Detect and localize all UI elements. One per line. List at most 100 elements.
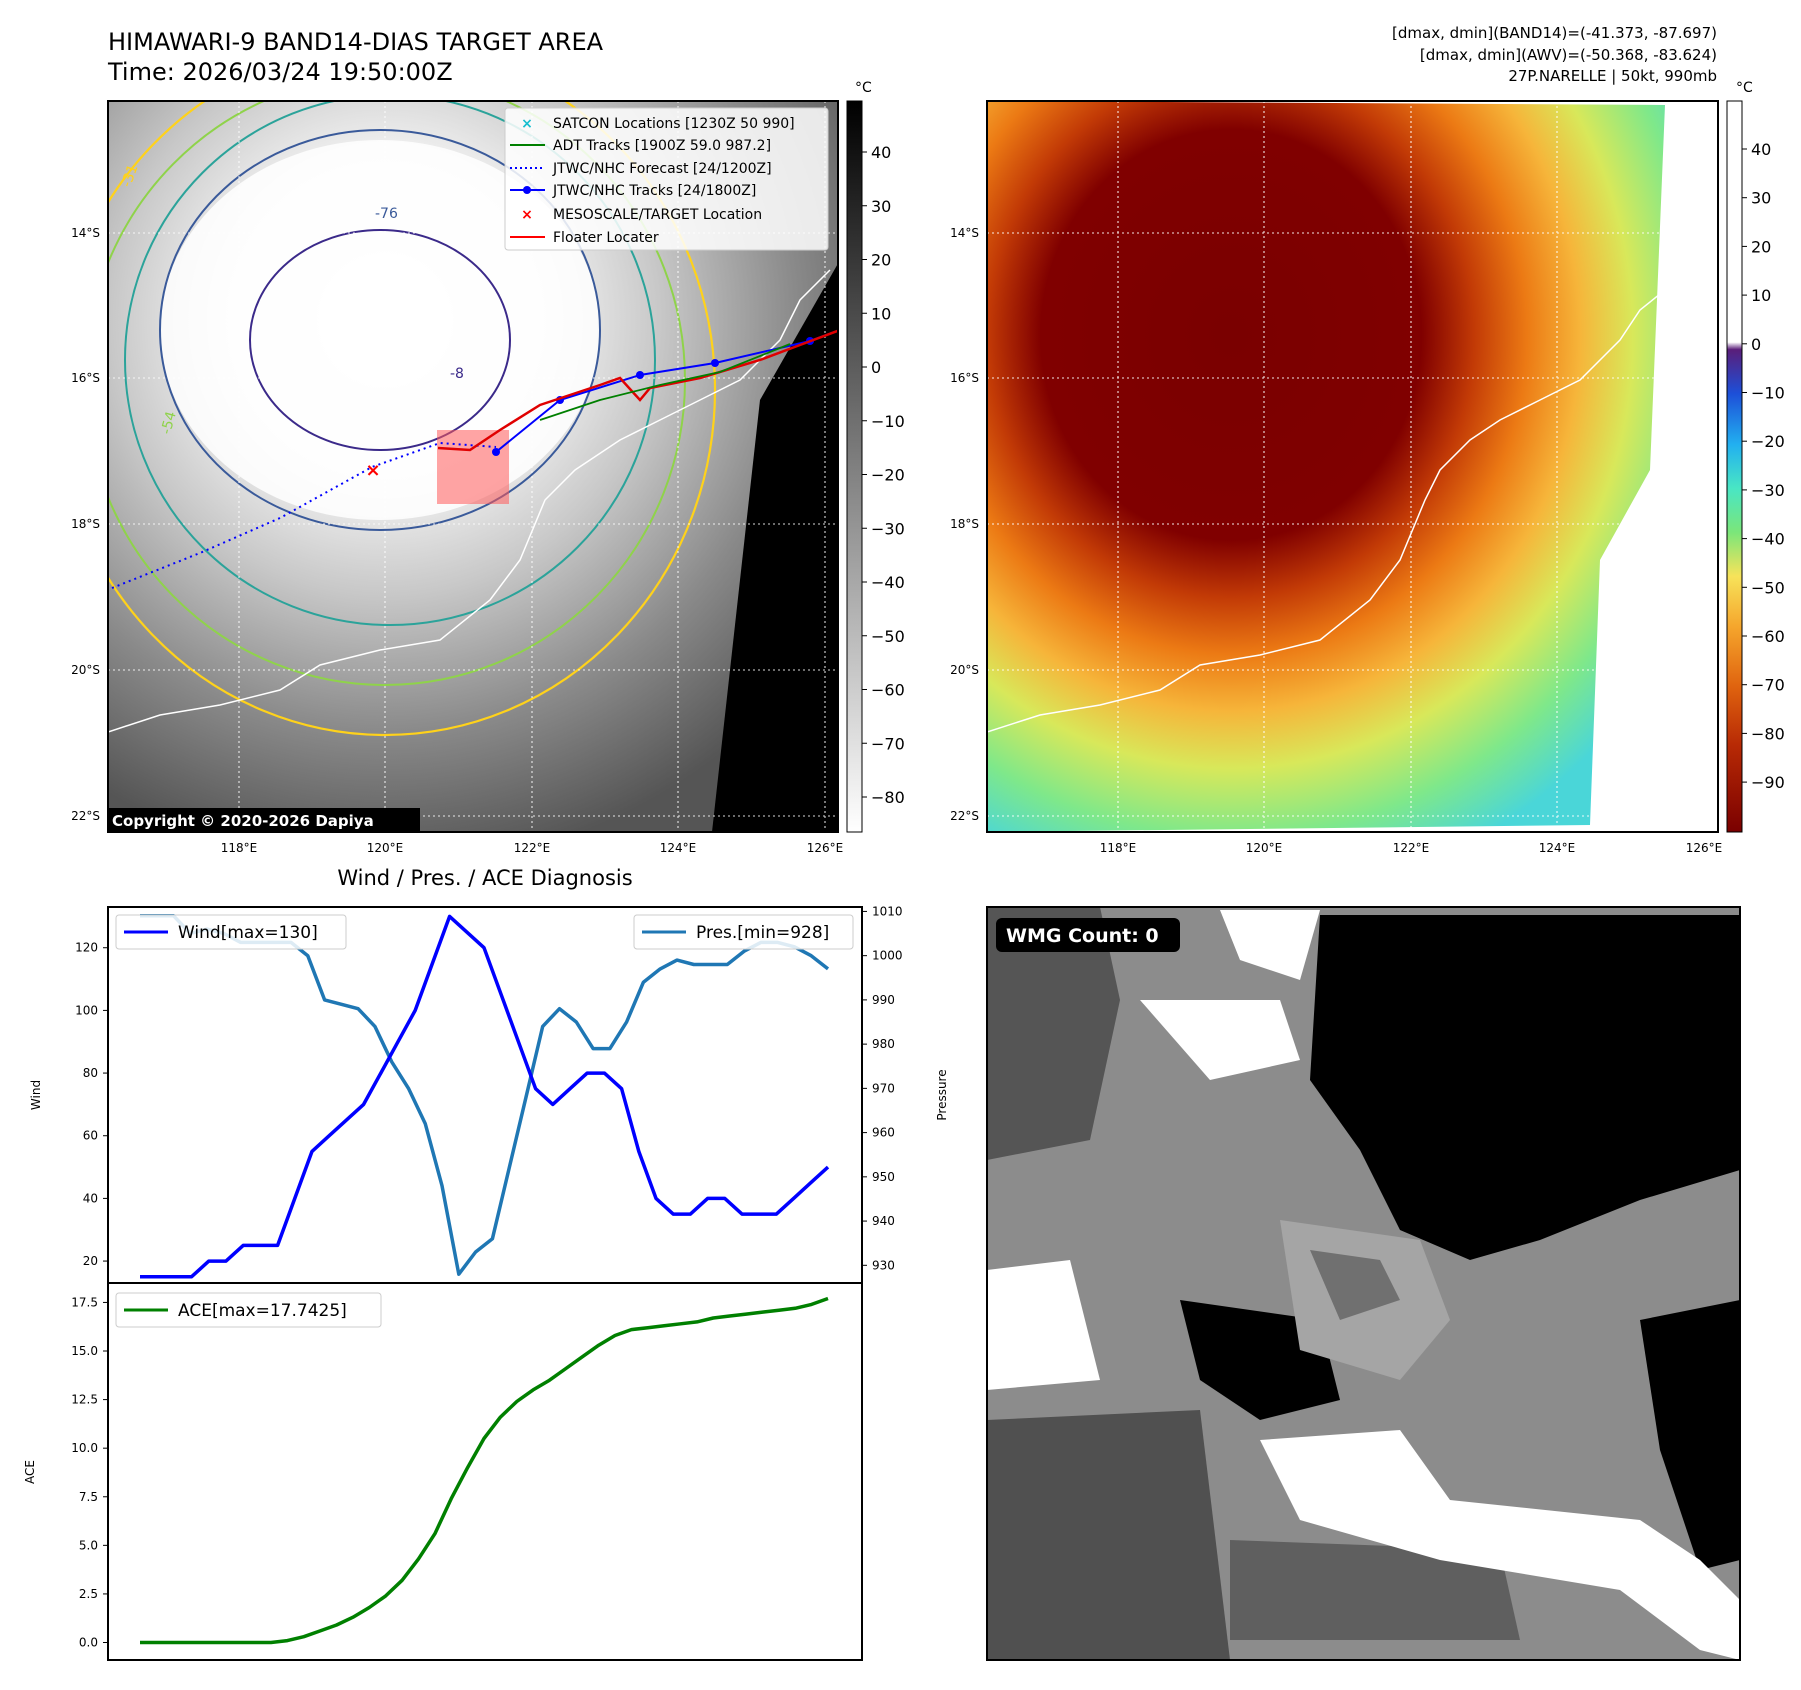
- adt-track: [539, 343, 791, 421]
- ir-lon-labels: 118°E 120°E 122°E 124°E 126°E: [221, 841, 844, 855]
- ace-axis-tick-label: 17.5: [71, 1295, 98, 1309]
- awv-lon-118e: 118°E: [1100, 841, 1137, 855]
- awv-lon-labels: 118°E 120°E 122°E 124°E 126°E: [1100, 841, 1723, 855]
- legend-tracks-label: JTWC/NHC Tracks [24/1800Z]: [552, 183, 756, 199]
- ir-lat-labels: 14°S 16°S 18°S 20°S 22°S: [71, 226, 100, 823]
- ace-ylabel: ACE: [23, 1460, 37, 1484]
- awv-map-frame: [986, 100, 1719, 833]
- pressure-axis-tick-label: 940: [872, 1214, 895, 1228]
- pressure-axis-tick-label: 1000: [872, 949, 903, 963]
- pressure-axis-tick-label: 970: [872, 1081, 895, 1095]
- ir-lon-124e: 124°E: [660, 841, 697, 855]
- ace-chart-frame: [107, 1282, 863, 1661]
- wind-series-line: [140, 914, 830, 1279]
- contour-outer: [108, 101, 717, 736]
- ir-lat-22s: 22°S: [71, 809, 100, 823]
- ace-yaxis-ticks: 0.0 2.5 5.0 7.5 10.0 12.5 15.0 17.5: [71, 1295, 108, 1650]
- wmg-count-badge: [996, 918, 1180, 952]
- color-colorbar-tick-label: −90: [1751, 773, 1785, 792]
- gray-colorbar-tick-label: −10: [871, 412, 905, 431]
- gray-colorbar-tick-label: −70: [871, 734, 905, 753]
- copyright-bg: [108, 808, 420, 832]
- pressure-axis-tick-label: 990: [872, 993, 895, 1007]
- wind-chart-frame: [107, 906, 863, 1284]
- figure-time: Time: 2026/03/24 19:50:00Z: [107, 58, 453, 86]
- color-colorbar-tick-label: −70: [1751, 676, 1785, 695]
- color-colorbar-tick-label: 40: [1751, 140, 1771, 159]
- pressure-axis-tick-label: 980: [872, 1037, 895, 1051]
- coastline-ir: [108, 269, 831, 733]
- ir-lon-122e: 122°E: [514, 841, 551, 855]
- legend-floater-label: Floater Locater: [553, 230, 659, 246]
- color-colorbar-tick-label: 10: [1751, 286, 1771, 305]
- wmg-count-label: WMG Count: 0: [1006, 925, 1159, 947]
- wind-axis-tick-label: 120: [75, 941, 98, 955]
- gray-colorbar-tick-label: −30: [871, 519, 905, 538]
- pressure-legend-label: Pres.[min=928]: [696, 923, 829, 943]
- ir-lon-118e: 118°E: [221, 841, 258, 855]
- legend-target-marker: ×: [521, 207, 533, 223]
- gray-colorbar-tick-label: −40: [871, 573, 905, 592]
- color-colorbar-tick-label: 30: [1751, 189, 1771, 208]
- pressure-axis-tick-label: 960: [872, 1126, 895, 1140]
- legend-satcon-label: SATCON Locations [1230Z 50 990]: [553, 116, 795, 132]
- gray-colorbar-tick-label: −20: [871, 466, 905, 485]
- legend-target-label: MESOSCALE/TARGET Location: [553, 207, 762, 223]
- wmg-frame: [986, 906, 1741, 1661]
- wmg-black-lower-right: [1640, 1300, 1740, 1570]
- contour-core: [159, 129, 601, 531]
- awv-lat-14s: 14°S: [950, 226, 979, 240]
- ace-series-group: [140, 1296, 829, 1645]
- gray-colorbar: [846, 100, 863, 833]
- gray-colorbar-tick-label: −80: [871, 788, 905, 807]
- wind-axis-tick-label: 40: [83, 1191, 98, 1205]
- info-storm: 27P.NARELLE | 50kt, 990mb: [1508, 67, 1717, 85]
- wmg-black-region: [1310, 915, 1740, 1260]
- gray-colorbar-tick-label: 40: [871, 143, 891, 162]
- ace-axis-tick-label: 10.0: [71, 1441, 98, 1455]
- contour-inner: [124, 101, 656, 626]
- gray-colorbar-tick-label: −50: [871, 627, 905, 646]
- color-colorbar-tick-label: −30: [1751, 481, 1785, 500]
- gray-colorbar-tick-label: 20: [871, 251, 891, 270]
- wmg-white-left: [987, 1260, 1100, 1390]
- ir-lat-20s: 20°S: [71, 663, 100, 677]
- contour-label-54: -54: [158, 410, 179, 436]
- ace-axis-tick-label: 0.0: [79, 1636, 98, 1650]
- legend-box: [504, 107, 829, 251]
- info-band14: [dmax, dmin](BAND14)=(-41.373, -87.697): [1392, 24, 1717, 42]
- jtwc-forecast-track: [111, 441, 497, 589]
- pressure-legend-box: [633, 914, 854, 950]
- copyright-text: Copyright © 2020-2026 Dapiya: [112, 812, 374, 830]
- wmg-panel: WMG Count: 0: [986, 906, 1741, 1661]
- wmg-dark-gray-bottom: [1230, 1540, 1520, 1640]
- pressure-legend: Pres.[min=928]: [633, 914, 854, 950]
- ir-map-panel: × -31 -54 -76 -8 Copyright © 2020-2026 D…: [71, 80, 905, 855]
- legend-forecast-label: JTWC/NHC Forecast [24/1200Z]: [552, 161, 772, 177]
- awv-lon-126e: 126°E: [1686, 841, 1723, 855]
- color-colorbar-tick-label: −40: [1751, 530, 1785, 549]
- color-colorbar-tick-label: −80: [1751, 724, 1785, 743]
- ace-axis-tick-label: 7.5: [79, 1490, 98, 1504]
- figure-title: HIMAWARI-9 BAND14-DIAS TARGET AREA: [108, 28, 604, 56]
- color-colorbar-tick-label: 0: [1751, 335, 1761, 354]
- ace-legend-box: [115, 1292, 382, 1328]
- awv-lon-120e: 120°E: [1246, 841, 1283, 855]
- target-location-marker: ×: [365, 460, 380, 481]
- ace-chart: 0.0 2.5 5.0 7.5 10.0 12.5 15.0 17.5 ACE ACE[max…: [23, 1282, 863, 1661]
- contour-label-76: -76: [375, 206, 398, 222]
- wmg-white-center: [1140, 1000, 1300, 1080]
- gray-colorbar-tick-label: −60: [871, 681, 905, 700]
- ace-axis-tick-label: 12.5: [71, 1393, 98, 1407]
- awv-gridlines: [987, 101, 1718, 832]
- ace-legend-label: ACE[max=17.7425]: [178, 1301, 347, 1321]
- target-area-box: [437, 430, 509, 504]
- pressure-axis-tick-label: 1010: [872, 904, 903, 918]
- awv-data-field: [987, 101, 1665, 832]
- ir-map-frame: [107, 100, 839, 833]
- ir-lat-18s: 18°S: [71, 517, 100, 531]
- ir-lat-14s: 14°S: [71, 226, 100, 240]
- no-data-region: [712, 263, 838, 832]
- wind-pressure-chart: 20 40 60 80 100 120 930 940 950 960 970 980 990 1000…: [29, 904, 949, 1284]
